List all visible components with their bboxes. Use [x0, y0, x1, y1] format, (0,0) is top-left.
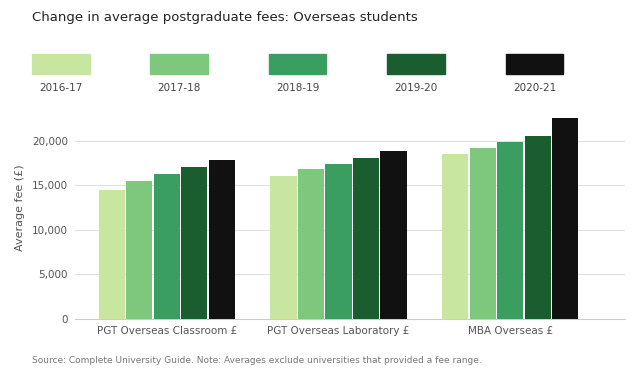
Text: 2016-17: 2016-17	[39, 83, 83, 93]
Bar	[442, 154, 468, 318]
Bar	[497, 142, 524, 318]
Bar	[298, 169, 324, 318]
Text: 2019-20: 2019-20	[394, 83, 438, 93]
Bar	[525, 136, 551, 318]
Text: 2018-19: 2018-19	[276, 83, 319, 93]
Bar	[154, 175, 180, 318]
Y-axis label: Average fee (£): Average fee (£)	[15, 164, 25, 251]
Bar	[271, 176, 296, 318]
Text: 2020-21: 2020-21	[513, 83, 556, 93]
Text: 2017-18: 2017-18	[157, 83, 201, 93]
Bar	[381, 151, 406, 318]
Bar	[470, 148, 496, 318]
Bar	[126, 181, 152, 318]
Text: Change in average postgraduate fees: Overseas students: Change in average postgraduate fees: Ove…	[32, 11, 418, 24]
Bar	[209, 160, 235, 318]
Bar	[353, 158, 379, 318]
Bar	[326, 164, 351, 318]
Bar	[99, 190, 125, 318]
Bar	[552, 118, 579, 318]
Text: Source: Complete University Guide. Note: Averages exclude universities that prov: Source: Complete University Guide. Note:…	[32, 356, 482, 365]
Bar	[181, 168, 207, 318]
